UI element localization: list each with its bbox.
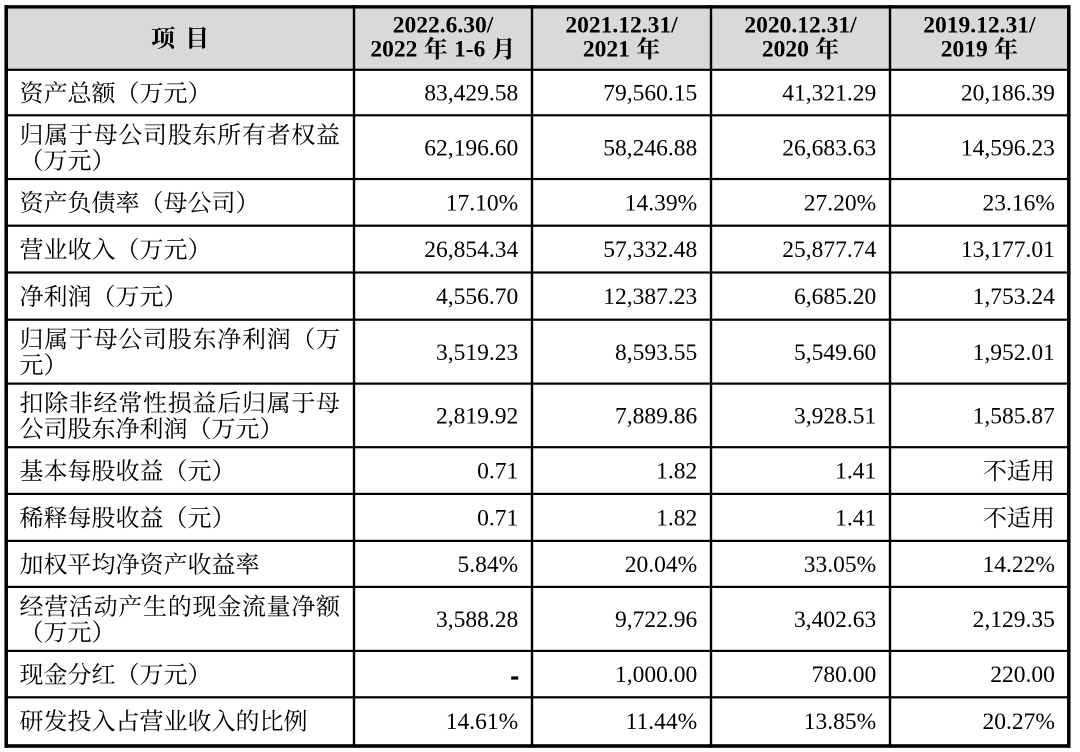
svg-text:2022: 2022 xyxy=(370,37,417,63)
svg-text:27.20%: 27.20% xyxy=(804,191,876,217)
svg-text:1,753.24: 1,753.24 xyxy=(973,284,1056,310)
svg-text:0.71: 0.71 xyxy=(477,459,518,485)
svg-text:14.22%: 14.22% xyxy=(982,552,1054,578)
svg-text:9,722.96: 9,722.96 xyxy=(615,607,698,633)
svg-text:1,000.00: 1,000.00 xyxy=(615,662,697,688)
svg-text:62,196.60: 62,196.60 xyxy=(424,135,518,161)
svg-text:26,854.34: 26,854.34 xyxy=(424,237,518,263)
svg-text:1,585.87: 1,585.87 xyxy=(973,404,1056,430)
svg-text:2022.6.30/: 2022.6.30/ xyxy=(393,12,494,38)
svg-text:0.71: 0.71 xyxy=(477,506,518,532)
svg-text:26,683.63: 26,683.63 xyxy=(782,135,876,161)
svg-text:3,519.23: 3,519.23 xyxy=(436,340,518,366)
svg-text:2,819.92: 2,819.92 xyxy=(436,404,518,430)
svg-text:8,593.55: 8,593.55 xyxy=(615,340,697,366)
svg-text:12,387.23: 12,387.23 xyxy=(603,284,697,310)
svg-text:20.04%: 20.04% xyxy=(625,552,697,578)
svg-text:2019.12.31/: 2019.12.31/ xyxy=(923,12,1036,38)
svg-text:2020: 2020 xyxy=(762,37,809,63)
svg-text:2020.12.31/: 2020.12.31/ xyxy=(744,12,857,38)
svg-text:23.16%: 23.16% xyxy=(982,191,1054,217)
svg-text:2021.12.31/: 2021.12.31/ xyxy=(565,12,678,38)
svg-text:1,952.01: 1,952.01 xyxy=(973,340,1055,366)
svg-text:14.39%: 14.39% xyxy=(625,191,697,217)
svg-text:2019: 2019 xyxy=(941,37,988,63)
svg-text:1.82: 1.82 xyxy=(656,459,697,485)
svg-text:5.84%: 5.84% xyxy=(457,552,518,578)
svg-text:3,928.51: 3,928.51 xyxy=(794,404,876,430)
svg-text:57,332.48: 57,332.48 xyxy=(603,237,697,263)
svg-text:2021: 2021 xyxy=(583,37,630,63)
svg-text:6,685.20: 6,685.20 xyxy=(794,284,876,310)
svg-text:1-6: 1-6 xyxy=(454,37,486,63)
svg-text:14.61%: 14.61% xyxy=(446,709,518,735)
svg-text:58,246.88: 58,246.88 xyxy=(603,135,697,161)
svg-text:17.10%: 17.10% xyxy=(446,191,518,217)
svg-text:1.82: 1.82 xyxy=(656,506,697,532)
svg-text:3,402.63: 3,402.63 xyxy=(794,607,876,633)
svg-text:220.00: 220.00 xyxy=(990,662,1055,688)
svg-text:20,186.39: 20,186.39 xyxy=(961,81,1055,107)
svg-text:5,549.60: 5,549.60 xyxy=(794,340,876,366)
svg-text:11.44%: 11.44% xyxy=(626,709,698,735)
svg-text:1.41: 1.41 xyxy=(835,459,876,485)
svg-text:13,177.01: 13,177.01 xyxy=(961,237,1055,263)
svg-text:14,596.23: 14,596.23 xyxy=(961,135,1055,161)
svg-text:4,556.70: 4,556.70 xyxy=(436,284,518,310)
svg-text:33.05%: 33.05% xyxy=(804,552,876,578)
svg-text:41,321.29: 41,321.29 xyxy=(782,81,876,107)
svg-text:780.00: 780.00 xyxy=(812,662,877,688)
svg-text:25,877.74: 25,877.74 xyxy=(782,237,876,263)
svg-text:1.41: 1.41 xyxy=(835,506,876,532)
svg-text:13.85%: 13.85% xyxy=(804,709,876,735)
svg-text:83,429.58: 83,429.58 xyxy=(424,81,518,107)
svg-text:3,588.28: 3,588.28 xyxy=(436,607,518,633)
svg-text:79,560.15: 79,560.15 xyxy=(603,81,697,107)
svg-text:2,129.35: 2,129.35 xyxy=(973,607,1055,633)
svg-text:7,889.86: 7,889.86 xyxy=(615,404,698,430)
svg-text:20.27%: 20.27% xyxy=(982,709,1054,735)
